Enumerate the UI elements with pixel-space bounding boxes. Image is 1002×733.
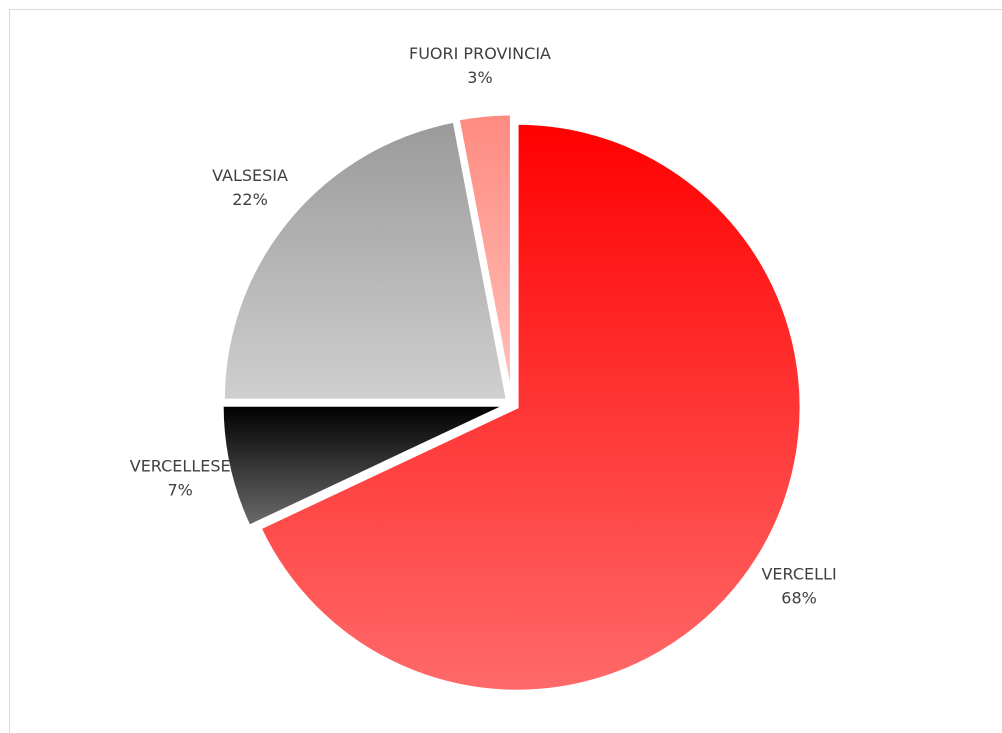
pie-slice <box>220 403 507 529</box>
pie-slice <box>456 112 513 399</box>
slice-value-label: 7% <box>167 481 192 500</box>
pie-slice <box>221 119 510 402</box>
pie-slice <box>258 121 803 693</box>
slice-label: VERCELLI <box>761 565 836 584</box>
slice-label: VALSESIA <box>212 166 288 185</box>
slice-value-label: 22% <box>232 190 268 209</box>
slice-value-label: 3% <box>467 68 492 87</box>
slice-label: VERCELLESE <box>130 457 231 476</box>
slice-value-label: 68% <box>781 589 817 608</box>
slice-label: FUORI PROVINCIA <box>409 44 551 63</box>
